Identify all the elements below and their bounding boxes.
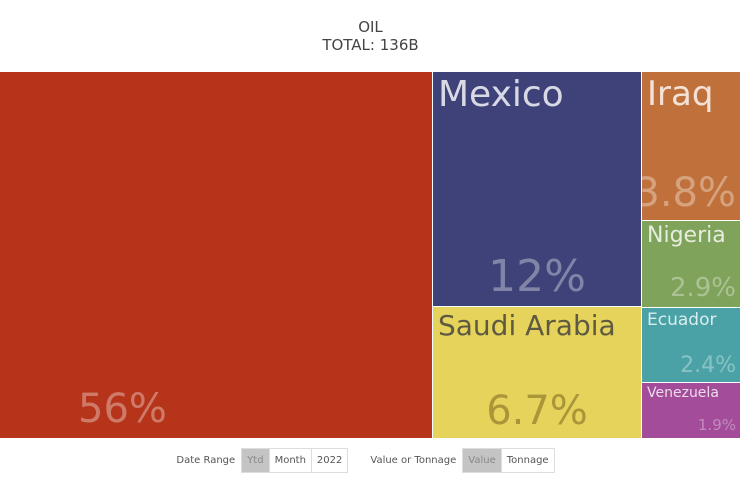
tile-percent: 1.9%: [697, 416, 736, 434]
tile-ecuador[interactable]: Ecuador 2.4%: [642, 308, 741, 383]
value-tonnage-group: Value Tonnage: [462, 448, 555, 473]
controls: Date Range Ytd Month 2022 Value or Tonna…: [0, 448, 741, 473]
tile-nigeria[interactable]: Nigeria 2.9%: [642, 221, 741, 308]
tile-iraq[interactable]: Iraq 3.8%: [642, 72, 741, 221]
tile-percent: 2.4%: [680, 353, 736, 378]
tile-percent: 12%: [488, 251, 586, 302]
value-tonnage-label: Value or Tonnage: [370, 455, 457, 466]
tile-percent: 56%: [78, 386, 167, 432]
tonnage-button[interactable]: Tonnage: [501, 449, 554, 472]
tile-largest[interactable]: 56%: [0, 72, 433, 439]
tile-percent: 3.8%: [642, 170, 736, 216]
tile-label: Nigeria: [647, 223, 726, 248]
date-2022-button[interactable]: 2022: [311, 449, 348, 472]
total-text: TOTAL: 136B: [322, 36, 419, 54]
date-range-label: Date Range: [176, 455, 236, 466]
tile-percent: 6.7%: [486, 388, 588, 434]
tile-percent: 2.9%: [669, 273, 736, 303]
tile-label: Venezuela: [647, 385, 719, 401]
tile-saudi-arabia[interactable]: Saudi Arabia 6.7%: [433, 307, 642, 439]
tile-mexico[interactable]: Mexico 12%: [433, 72, 642, 307]
tile-label: Mexico: [438, 74, 564, 115]
tile-label: Ecuador: [647, 310, 717, 330]
tile-venezuela[interactable]: Venezuela 1.9%: [642, 383, 741, 439]
tile-label: Iraq: [647, 74, 714, 114]
tile-label: Saudi Arabia: [438, 309, 616, 342]
value-button[interactable]: Value: [463, 449, 502, 472]
date-range-group: Ytd Month 2022: [241, 448, 349, 473]
treemap: 56% Mexico 12% Saudi Arabia 6.7% Iraq 3.8% Nige…: [0, 72, 741, 439]
chart-title: OIL TOTAL: 136B: [0, 18, 741, 54]
title-text: OIL: [358, 18, 383, 36]
date-month-button[interactable]: Month: [269, 449, 312, 472]
date-ytd-button[interactable]: Ytd: [242, 449, 270, 472]
